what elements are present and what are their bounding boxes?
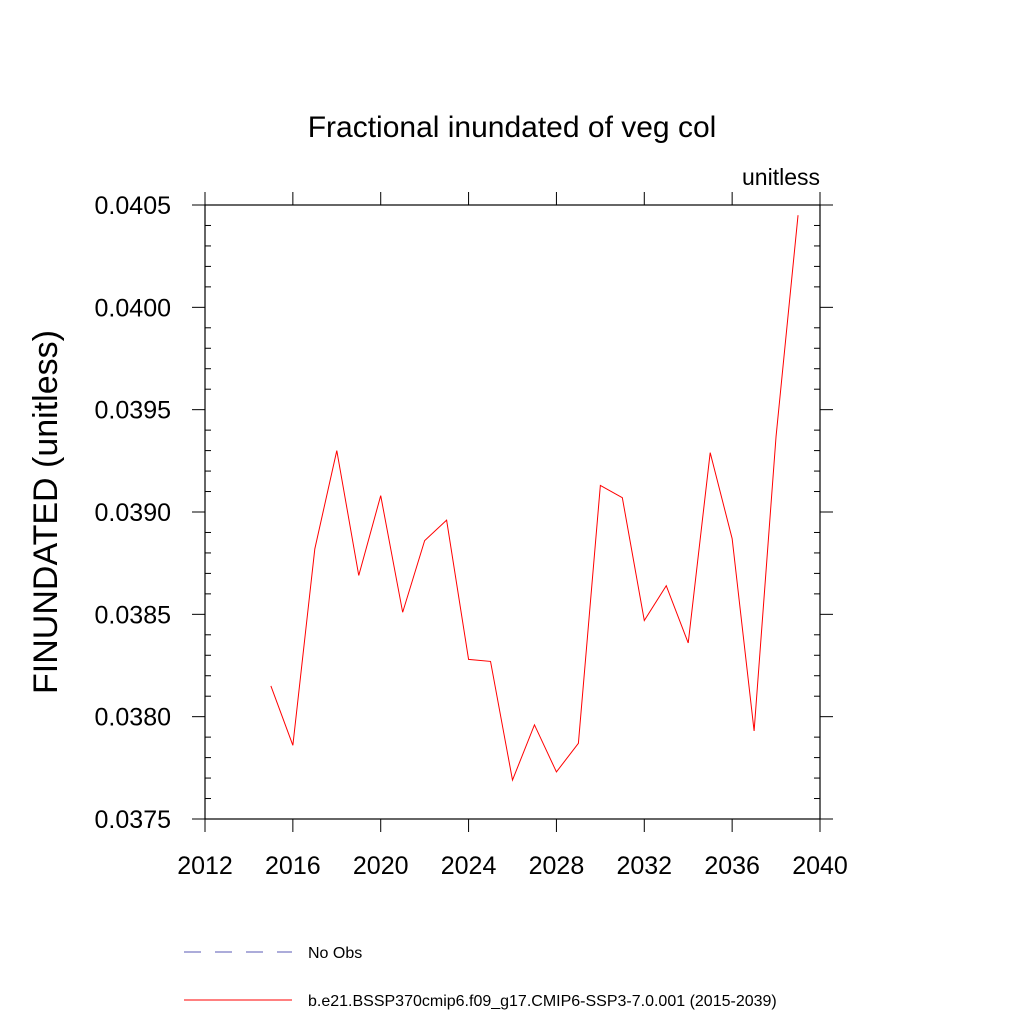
plot-frame: [204, 204, 821, 820]
y-tick-label: 0.0405: [95, 192, 171, 220]
x-tick-label: 2016: [265, 852, 321, 880]
legend-label: b.e21.BSSP370cmip6.f09_g17.CMIP6-SSP3-7.…: [308, 993, 777, 1010]
axis-tick-labels: 2012 2016 2020 2024 2028 2032 2036 2040 0.0375 0.…: [95, 192, 848, 880]
x-tick-label: 2028: [529, 852, 585, 880]
y-tick-label: 0.0390: [95, 499, 171, 527]
series-line: [270, 215, 799, 782]
units-label: unitless: [742, 164, 820, 190]
x-tick-label: 2024: [441, 852, 497, 880]
y-tick-label: 0.0375: [95, 806, 171, 834]
legend-label: No Obs: [308, 945, 362, 962]
y-tick-label: 0.0395: [95, 397, 171, 425]
data-series: [270, 215, 799, 782]
y-tick-label: 0.0400: [95, 294, 171, 322]
legend: No Obs b.e21.BSSP370cmip6.f09_g17.CMIP6-S…: [184, 945, 777, 1010]
x-tick-label: 2020: [353, 852, 409, 880]
x-tick-label: 2040: [792, 852, 848, 880]
y-tick-label: 0.0380: [95, 704, 171, 732]
y-tick-label: 0.0385: [95, 601, 171, 629]
y-axis-label: FINUNDATED (unitless): [27, 330, 65, 694]
x-tick-label: 2032: [616, 852, 672, 880]
x-tick-label: 2036: [704, 852, 760, 880]
chart-title: Fractional inundated of veg col: [308, 111, 717, 144]
axis-ticks: [192, 192, 833, 832]
x-tick-label: 2012: [177, 852, 233, 880]
